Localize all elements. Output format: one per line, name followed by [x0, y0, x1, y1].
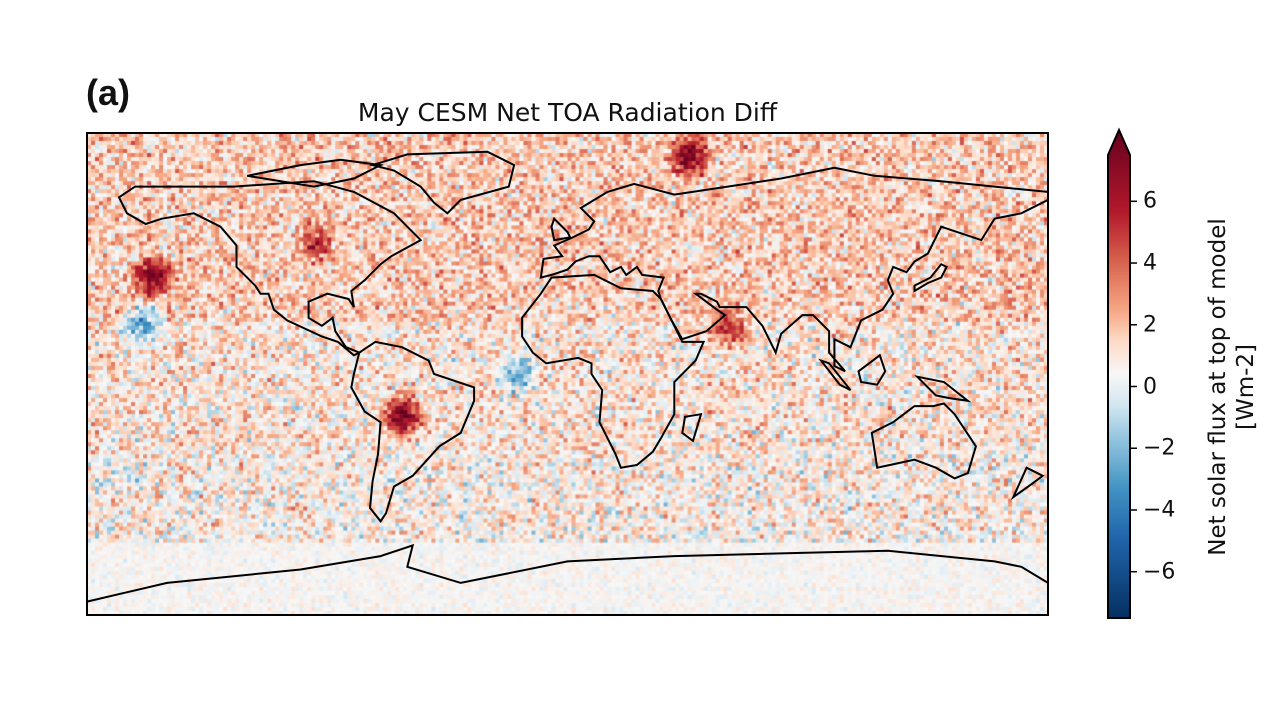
- colorbar-ticks: [1130, 200, 1137, 573]
- colorbar-tick-label: 2: [1143, 312, 1157, 338]
- coastline: [818, 358, 852, 391]
- colorbar-tick-label: −6: [1143, 559, 1176, 585]
- coastline: [368, 150, 516, 215]
- colorbar-tick-label: 0: [1143, 374, 1157, 399]
- colorbar-label-line2: [Wm-2]: [1233, 343, 1259, 431]
- colorbar-tick-label: 4: [1143, 250, 1157, 276]
- coastline: [913, 262, 948, 293]
- colorbar-tick-label: 6: [1143, 188, 1157, 214]
- coastline: [521, 273, 706, 469]
- coastline: [1010, 466, 1045, 501]
- coastline: [870, 402, 977, 480]
- map-frame: [86, 132, 1049, 616]
- panel-label: (a): [86, 72, 130, 113]
- coastline: [914, 375, 972, 403]
- colorbar-label-line1: Net solar flux at top of model: [1205, 218, 1231, 556]
- coastline: [550, 216, 572, 242]
- colorbar-tick-label: −4: [1143, 497, 1176, 523]
- coastline: [350, 340, 476, 523]
- coastline: [86, 543, 1049, 603]
- coastline: [247, 158, 384, 188]
- colorbar-tick-label: −2: [1143, 435, 1176, 461]
- coastline: [681, 412, 703, 443]
- coastlines: [86, 150, 1049, 603]
- colorbar-label: Net solar flux at top of model [Wm-2]: [1204, 218, 1260, 556]
- coastline: [117, 180, 423, 357]
- coastline: [857, 353, 887, 386]
- chart-title: May CESM Net TOA Radiation Diff: [357, 98, 778, 127]
- coastline: [539, 166, 1049, 373]
- colorbar: [1107, 127, 1131, 619]
